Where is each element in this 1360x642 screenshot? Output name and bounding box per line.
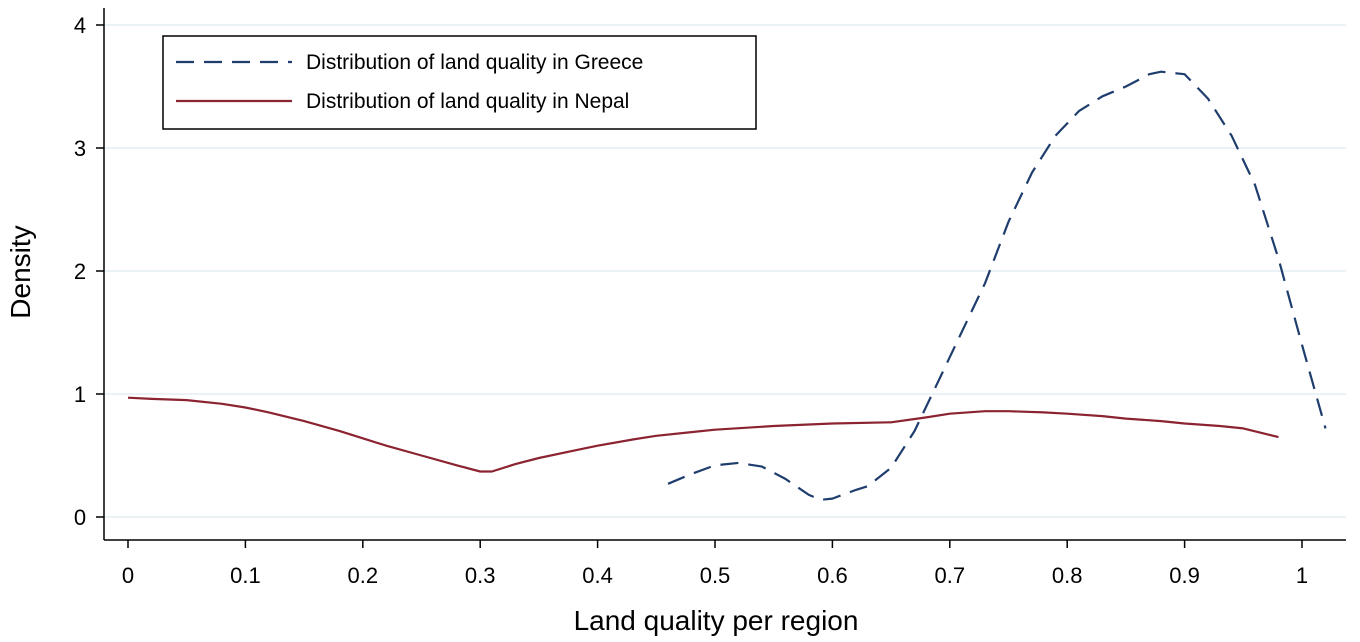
legend-label-nepal: Distribution of land quality in Nepal	[306, 90, 629, 113]
y-tick-label-1: 1	[74, 382, 86, 407]
x-tick-label-3: 0.3	[465, 563, 496, 588]
y-ticks: 0 1 2 3 4	[74, 13, 104, 530]
legend: Distribution of land quality in Greece D…	[162, 35, 757, 130]
y-tick-label-4: 4	[74, 13, 86, 38]
x-tick-label-10: 1	[1296, 563, 1308, 588]
legend-box	[162, 35, 757, 130]
x-tick-label-7: 0.7	[935, 563, 966, 588]
x-axis-title: Land quality per region	[574, 605, 859, 636]
y-axis-title: Density	[5, 225, 36, 318]
x-ticks: 0 0.1 0.2 0.3 0.4 0.5 0.6 0.7 0.8 0.9 1	[122, 540, 1308, 588]
x-tick-label-6: 0.6	[817, 563, 848, 588]
y-tick-label-0: 0	[74, 505, 86, 530]
x-tick-label-8: 0.8	[1052, 563, 1083, 588]
series-line-1	[127, 396, 1279, 473]
series-layer	[127, 70, 1327, 501]
x-tick-label-5: 0.5	[700, 563, 731, 588]
series-line-0	[667, 70, 1327, 501]
y-tick-label-2: 2	[74, 259, 86, 284]
axes	[103, 8, 1346, 541]
x-tick-label-4: 0.4	[582, 563, 613, 588]
x-tick-label-0: 0	[122, 563, 134, 588]
x-tick-label-9: 0.9	[1169, 563, 1200, 588]
x-tick-label-2: 0.2	[348, 563, 379, 588]
gridlines	[104, 24, 1346, 518]
legend-label-greece: Distribution of land quality in Greece	[306, 51, 643, 74]
x-tick-label-1: 0.1	[230, 563, 261, 588]
y-tick-label-3: 3	[74, 136, 86, 161]
